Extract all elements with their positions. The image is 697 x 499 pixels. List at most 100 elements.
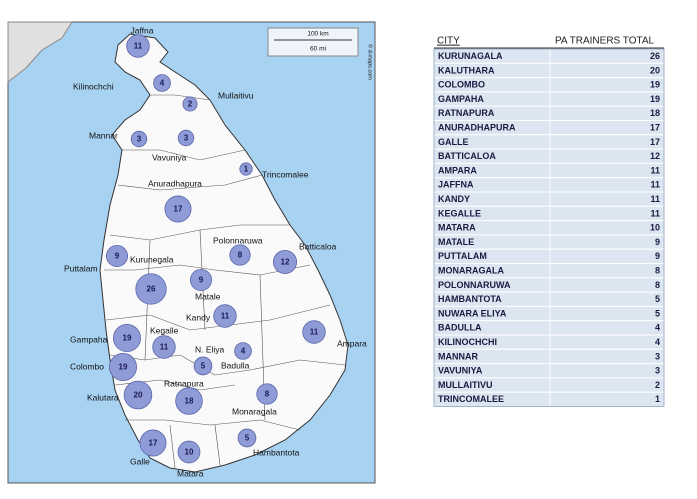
city-cell: TRINCOMALEE [438,394,504,404]
total-cell: 9 [655,237,660,247]
place-label: Polonnaruwa [213,235,263,245]
bubble [182,96,198,112]
bubble-value: 17 [174,205,183,214]
bubble [213,304,237,328]
total-cell: 8 [655,266,660,276]
city-cell: AMPARA [438,165,477,175]
city-cell: KEGALLE [438,208,481,218]
col-header: CITY [437,36,460,47]
total-cell: 3 [655,351,660,361]
bubble [153,74,171,92]
bubble-value: 11 [134,42,143,51]
bubble [123,380,153,410]
place-label: Gampaha [70,334,108,344]
city-cell: KANDY [438,194,470,204]
bubble-value: 4 [241,347,246,356]
place-label: Matale [195,291,221,301]
bubble [193,356,213,376]
place-label: Batticaloa [299,241,337,251]
place-label: Puttalam [64,263,98,273]
bubble [175,387,203,415]
place-label: Trincomalee [262,169,309,179]
bubble [113,324,141,352]
city-cell: GAMPAHA [438,94,484,104]
total-cell: 5 [655,294,660,304]
bubble [302,320,326,344]
city-cell: KALUTHARA [438,65,495,75]
total-cell: 12 [650,151,660,161]
bubble-value: 11 [310,328,319,337]
place-label: Kandy [186,312,211,322]
total-cell: 11 [650,180,660,190]
city-cell: ANURADHAPURA [438,123,516,133]
scale-km: 100 km [307,31,328,38]
mainland [7,21,73,84]
city-cell: MATALE [438,237,474,247]
bubble [130,130,148,148]
bubble-value: 9 [199,276,204,285]
total-cell: 4 [655,337,660,347]
bubble-value: 12 [281,258,290,267]
total-cell: 20 [650,65,660,75]
place-label: Ratnapura [164,378,204,388]
city-cell: MONARAGALA [438,266,504,276]
bubble-value: 11 [160,343,169,352]
total-cell: 2 [655,380,660,390]
bubble-value: 17 [149,439,158,448]
bubble-value: 10 [185,448,194,457]
place-label: Matara [177,468,204,478]
place-label: Colombo [70,361,104,371]
place-label: N. Eliya [195,344,225,354]
total-cell: 4 [655,323,660,333]
col-header: PA TRAINERS TOTAL [555,36,655,47]
bubble-value: 9 [115,252,120,261]
place-label: Badulla [221,360,250,370]
city-cell: JAFFNA [438,180,474,190]
place-label: Anuradhapura [148,178,202,188]
bubble-value: 8 [238,251,243,260]
city-cell: COLOMBO [438,80,485,90]
city-cell: BATTICALOA [438,151,496,161]
total-cell: 19 [650,94,660,104]
total-cell: 3 [655,366,660,376]
place-label: Vavuniya [152,152,187,162]
total-cell: 8 [655,280,660,290]
bubble-value: 5 [201,362,206,371]
bubble [237,428,257,448]
total-cell: 17 [650,137,660,147]
total-cell: 11 [650,165,660,175]
bubble [272,249,298,275]
place-label: Hambantota [253,447,300,457]
bubble-value: 18 [185,397,194,406]
bubble [189,268,212,291]
bubble [256,383,278,405]
city-cell: KURUNAGALA [438,51,503,61]
total-cell: 1 [655,394,660,404]
bubble [126,34,150,58]
city-cell: POLONNARUWA [438,280,511,290]
city-cell: RATNAPURA [438,108,495,118]
total-cell: 9 [655,251,660,261]
bubble [152,335,176,359]
city-cell: MANNAR [438,351,478,361]
scale-mi: 60 mi [310,46,326,53]
bubble-value: 26 [147,285,156,294]
total-cell: 18 [650,108,660,118]
city-cell: PUTTALAM [438,251,487,261]
bubble-value: 3 [184,134,189,143]
city-cell: NUWARA ELIYA [438,308,507,318]
total-cell: 17 [650,123,660,133]
bubble [139,429,167,457]
bubble [229,244,251,266]
bubble-value: 8 [265,390,270,399]
bubble-value: 4 [160,79,165,88]
total-cell: 26 [650,51,660,61]
place-label: Jaffna [130,25,153,35]
bubble-value: 20 [134,391,143,400]
bubble [177,129,195,147]
table-border [433,48,665,407]
city-cell: BADULLA [438,323,482,333]
city-cell: KILINOCHCHI [438,337,497,347]
bubble [106,244,129,267]
